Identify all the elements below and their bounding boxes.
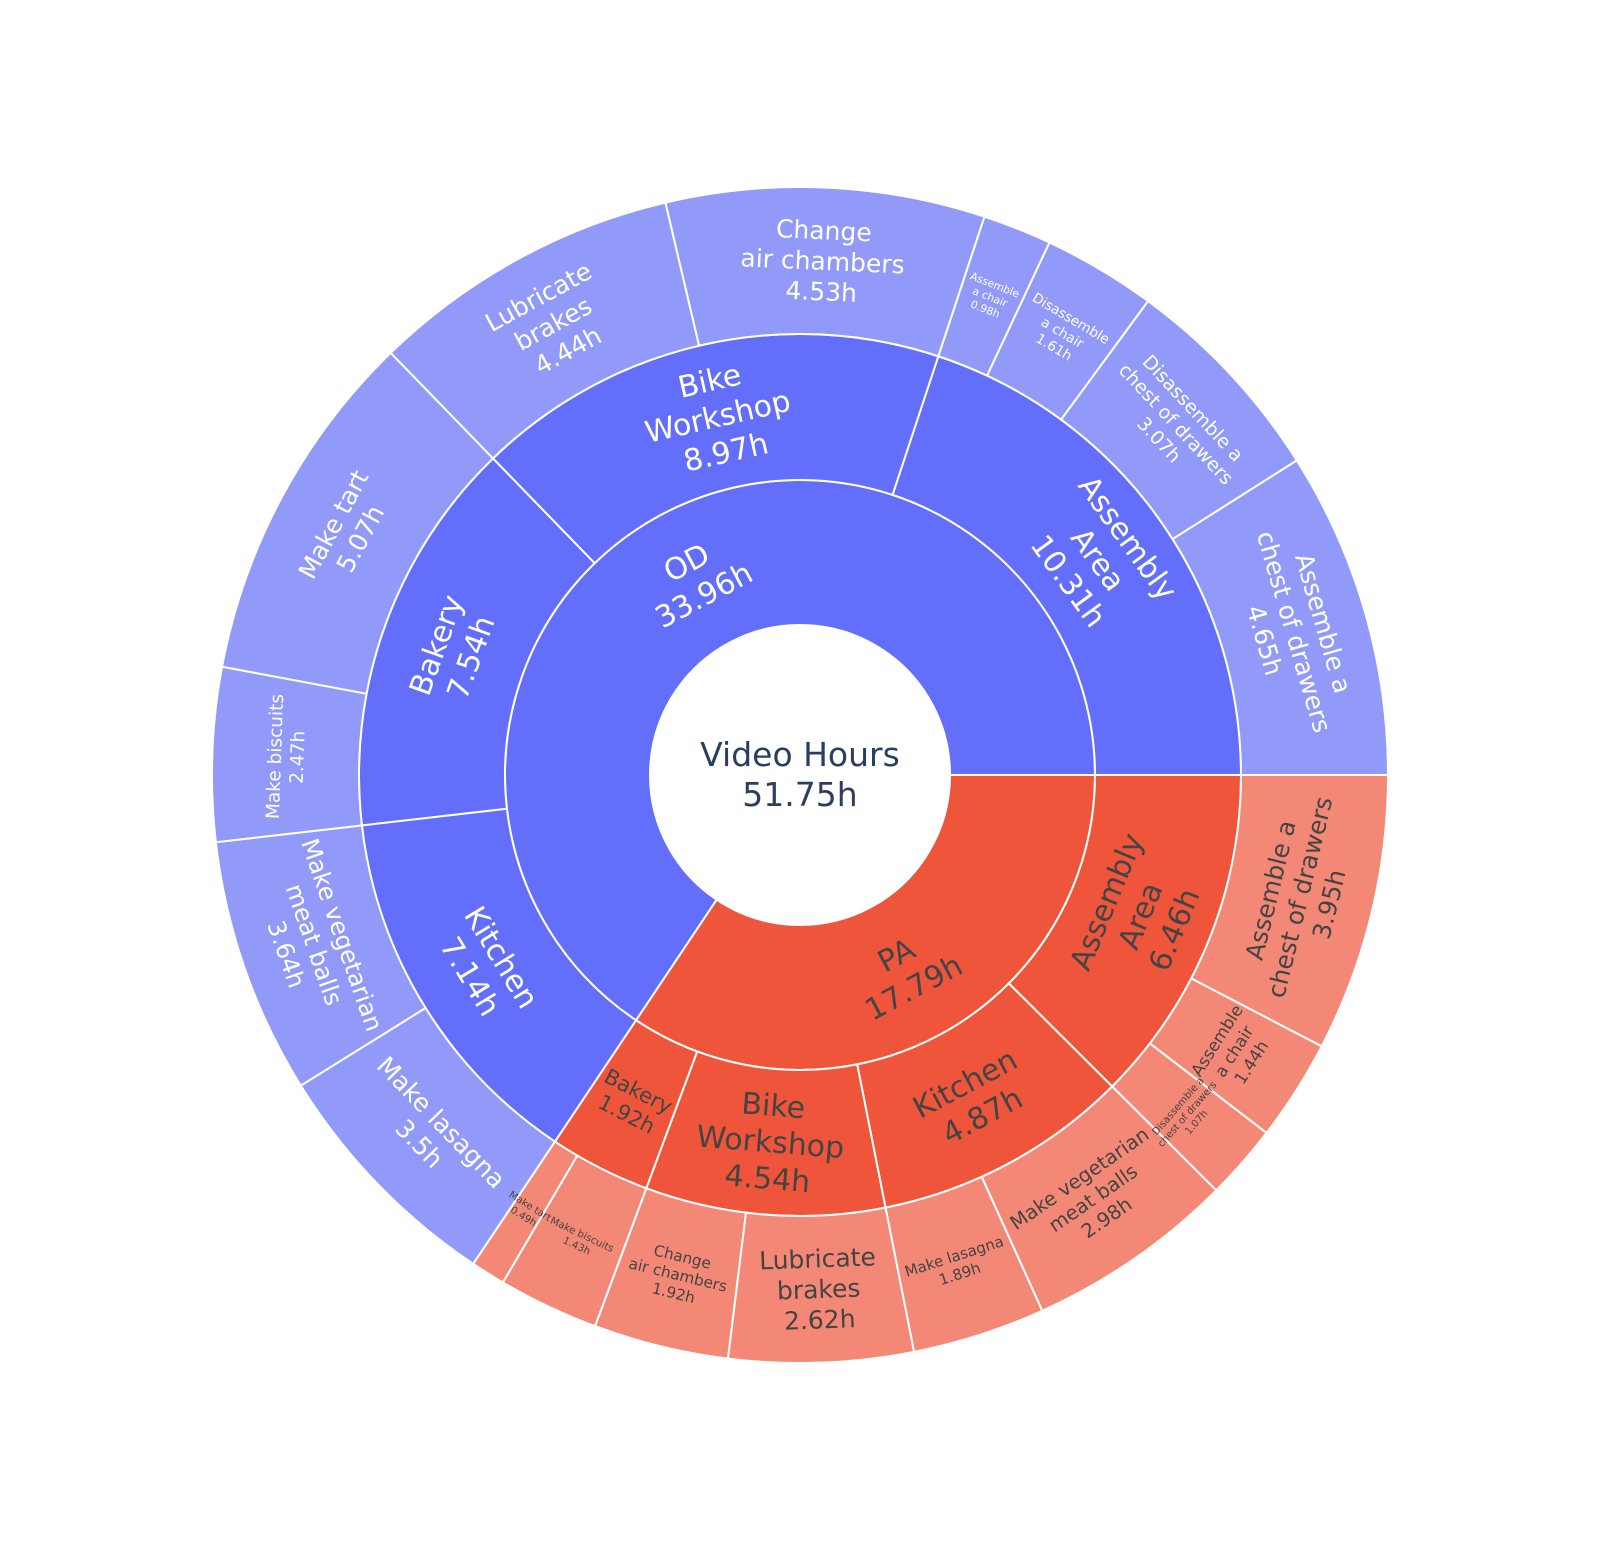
center-label: Video Hours 51.75h (700, 735, 900, 814)
leaf-label-od-bike-workshop-change-air-chambers: Changeair chambers4.53h (739, 213, 907, 310)
leaf-pa-bike-workshop-change-air-chambers[interactable] (593, 1187, 748, 1360)
leaf-pa-kitchen-make-vegetarian-meat-balls[interactable] (980, 1085, 1218, 1313)
leaf-label-pa-bike-workshop-lubricate-brakes: Lubricatebrakes2.62h (759, 1242, 879, 1336)
leaf-pa-bakery-make-tart[interactable] (471, 1140, 579, 1284)
sunburst-segments (211, 186, 1390, 1364)
leaf-pa-assembly-area-disassemble-a-chest-of-drawers[interactable] (1110, 1042, 1268, 1192)
leaf-pa-assembly-area-assemble-a-chest-of-drawers[interactable] (1189, 774, 1390, 1048)
root-label: Video Hours (700, 735, 900, 774)
leaf-pa-assembly-area-assemble-a-chair[interactable] (1148, 977, 1324, 1135)
leaf-pa-kitchen-make-lasagna[interactable] (884, 1175, 1044, 1354)
leaf-pa-bakery-make-biscuits[interactable] (501, 1154, 648, 1328)
root-value: 51.75h (742, 775, 857, 814)
leaf-label-od-bakery-make-biscuits: Make biscuits2.47h (263, 694, 311, 821)
leaf-pa-bike-workshop-lubricate-brakes[interactable] (726, 1206, 916, 1364)
